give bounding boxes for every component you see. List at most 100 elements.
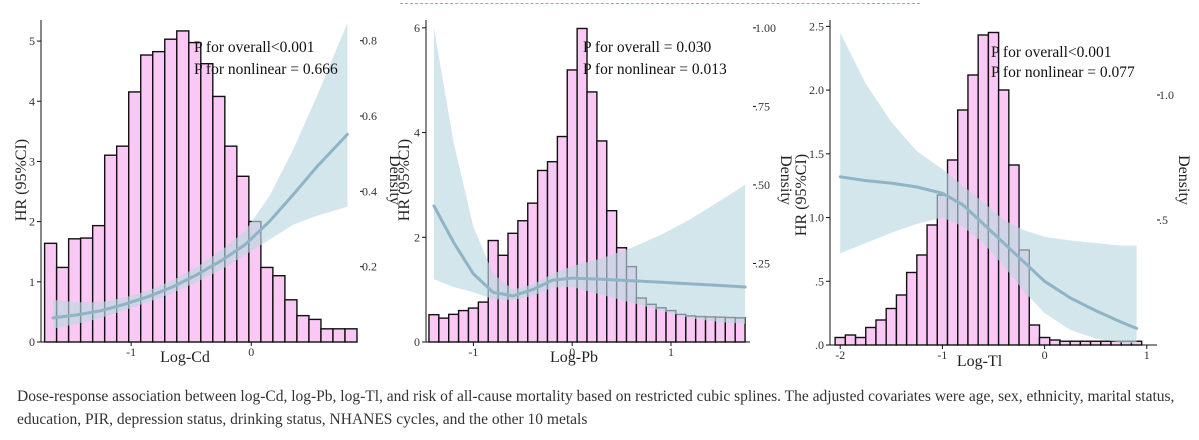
p-nonlinear-annotation: P for nonlinear = 0.666 [194, 61, 338, 78]
histogram-bar [834, 336, 847, 346]
chart-tl: .0 .5 1.0 1.5 2.0 2.5 .5 1.0 -2 -1 0 1 Log-Tl HR (95%… [793, 19, 1192, 370]
y-axis-label: HR (95%CI) [13, 139, 30, 221]
histogram-bar [854, 336, 867, 346]
chart-cd: 0 1 2 3 4 5 0.2 0.4 0.6 0.8 -1 0 Log-Cd HR (95%CI) Den… [13, 20, 400, 366]
histogram-bar [665, 309, 677, 343]
x-tick-label: 1 [668, 345, 674, 359]
histogram-bar [115, 145, 130, 343]
histogram-bar [272, 275, 286, 343]
y-axis-label: HR (95%CI) [793, 154, 810, 236]
x-tick-label: -2 [835, 348, 845, 362]
y2-tick-label: .5 [1159, 213, 1168, 227]
confidence-band [840, 32, 1137, 344]
y-tick-label: 2 [29, 215, 35, 229]
histogram-bar [586, 91, 598, 343]
histogram-bar [517, 220, 529, 343]
x-axis-label: Log-Pb [550, 349, 598, 366]
confidence-band [53, 23, 348, 329]
histogram-bar [344, 328, 358, 343]
histogram-bar [260, 266, 274, 343]
histogram-bar [164, 38, 178, 343]
x-tick-label: -1 [937, 348, 947, 362]
histogram-bar [556, 135, 568, 343]
x-tick-label: 1 [1144, 348, 1150, 362]
histogram-bar [200, 62, 214, 343]
x-tick-label: -1 [126, 345, 136, 359]
histogram-bar [596, 140, 608, 343]
chart-panel-cd: 0 1 2 3 4 5 0.2 0.4 0.6 0.8 -1 0 Log-Cd HR (95%CI) Den… [0, 0, 400, 378]
cropped-title-line [0, 0, 1199, 6]
y-tick-label: 6 [414, 21, 420, 35]
chart-panel-pb: 0 2 4 6 .25 .50 .75 1.00 -1 0 1 Log-Pb HR (95%CI) Den… [396, 0, 796, 378]
histogram-bar [844, 334, 857, 346]
histogram-bar [284, 299, 298, 343]
y2-tick-label: .25 [755, 256, 770, 270]
histogram-bar [1059, 340, 1071, 346]
histogram-bar [176, 30, 190, 343]
histogram-bar [320, 328, 334, 343]
histogram-bar [926, 224, 938, 346]
x-tick-label: 0 [569, 345, 575, 359]
histogram-bar [1069, 340, 1082, 346]
y2-tick-label: 1.00 [755, 21, 776, 35]
x-axis-label: Log-Tl [957, 353, 1003, 370]
confidence-band [433, 27, 746, 324]
y2-tick-label: 0.2 [362, 260, 377, 274]
histogram-bar [916, 254, 928, 346]
y2-tick-label: 0.4 [362, 184, 377, 198]
histogram-bar [457, 309, 470, 343]
histogram-bar [67, 238, 82, 343]
chart-panel-tl: .0 .5 1.0 1.5 2.0 2.5 .5 1.0 -2 -1 0 1 Log-Tl HR (95%… [793, 0, 1199, 378]
histogram-bar [1049, 339, 1061, 346]
x-tick-label: -1 [468, 345, 478, 359]
histogram-bar [428, 313, 440, 343]
y-tick-label: 1 [29, 275, 35, 289]
histogram-bar [308, 318, 322, 343]
histogram-bar [467, 307, 480, 343]
y-tick-label: 2 [414, 230, 420, 244]
y-tick-label: 5 [29, 34, 35, 48]
histogram-bar [236, 175, 250, 343]
histogram-bar [675, 313, 687, 343]
histogram-bar [685, 315, 697, 343]
hr-spline-curve [51, 132, 349, 320]
y2-axis-label: Density [1175, 155, 1192, 205]
p-nonlinear-annotation: P for nonlinear = 0.077 [991, 64, 1135, 81]
y-tick-label: 0 [29, 335, 35, 349]
p-overall-annotation: P for overall<0.001 [194, 39, 315, 56]
hr-spline-curve [838, 175, 1139, 330]
y-tick-label: .5 [815, 274, 824, 288]
y-axis-label: HR (95%CI) [396, 139, 413, 221]
histogram-bar [645, 303, 657, 343]
histogram-bar [79, 237, 94, 343]
y-tick-label: 1.5 [809, 147, 824, 161]
y2-axis-label: Density [777, 155, 794, 205]
histogram-bar [655, 307, 667, 343]
y-tick-label: .0 [815, 338, 824, 352]
histogram-bar [977, 34, 990, 346]
histogram-bar [1089, 340, 1102, 346]
histogram-bar [91, 224, 106, 343]
histogram-bar [1028, 324, 1041, 346]
y2-tick-label: .75 [755, 99, 770, 113]
p-overall-annotation: P for overall<0.001 [991, 44, 1112, 61]
y-tick-label: 1.0 [809, 211, 824, 225]
histogram-bar [188, 41, 202, 343]
histogram-bar [1100, 340, 1112, 346]
chart-pb: 0 2 4 6 .25 .50 .75 1.00 -1 0 1 Log-Pb HR (95%CI) Den… [396, 20, 794, 366]
p-overall-annotation: P for overall = 0.030 [583, 39, 712, 56]
histogram-bar [332, 328, 346, 343]
histogram-bar [694, 315, 707, 343]
y2-tick-label: 1.0 [1159, 88, 1174, 102]
histogram-bar [905, 271, 918, 346]
y-tick-label: 2.0 [809, 83, 824, 97]
p-nonlinear-annotation: P for nonlinear = 0.013 [583, 61, 727, 78]
hr-spline-curve [432, 204, 747, 298]
y-tick-label: 0 [414, 335, 420, 349]
histogram-bar [1079, 340, 1092, 346]
histogram-bar [875, 319, 887, 346]
y2-tick-label: 0.6 [362, 109, 377, 123]
histogram-bar [536, 169, 549, 343]
histogram-bar [477, 301, 489, 343]
y2-tick-label: .50 [755, 178, 770, 192]
